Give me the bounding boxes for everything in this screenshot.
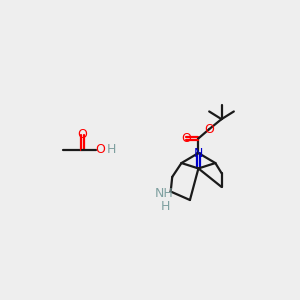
Text: O: O (77, 128, 87, 141)
Text: O: O (95, 143, 105, 157)
Text: H: H (160, 200, 170, 213)
Text: O: O (181, 132, 191, 145)
Text: H: H (107, 143, 116, 157)
Text: N: N (194, 146, 203, 160)
Text: O: O (204, 123, 214, 136)
Text: NH: NH (154, 187, 173, 200)
